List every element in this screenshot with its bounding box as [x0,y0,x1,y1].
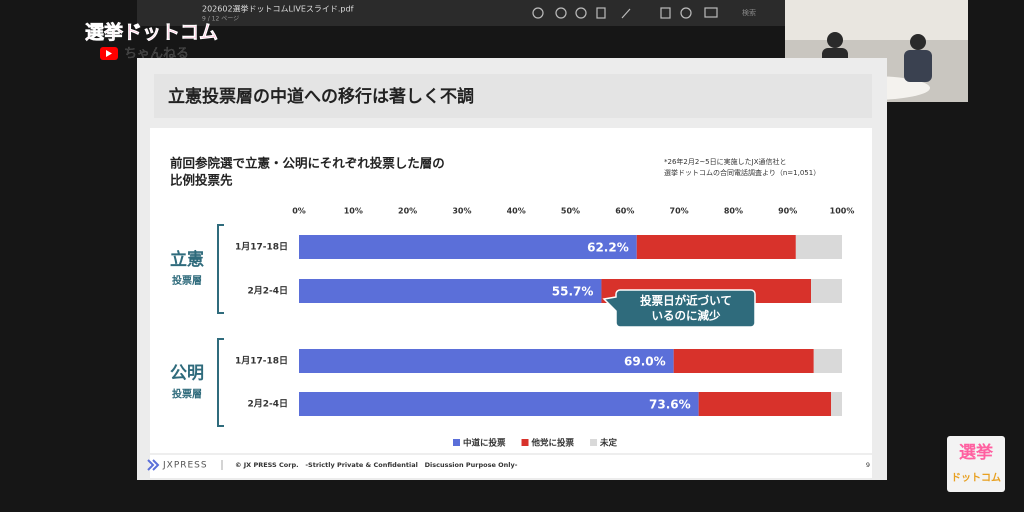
camera-person [910,34,926,50]
bar-segment [813,349,842,373]
bar-segment [795,235,842,259]
file-name: 202602選挙ドットコムLIVEスライド.pdf [202,4,354,14]
group-bracket [217,224,224,314]
bar-segment [299,235,637,259]
corner-logo [947,436,1005,492]
legend-label: 未定 [599,438,618,449]
y-tick-label: 2月2-4日 [247,399,288,410]
legend-label: 中道に投票 [463,438,506,449]
channel-sub: ちゃんねる [124,47,189,62]
camera-person [827,32,843,48]
value-label: 55.7% [552,285,594,299]
x-tick-label: 40% [507,207,526,216]
value-label: 62.2% [587,241,629,255]
pdf-toolbar [137,0,787,26]
bar-segment [299,392,699,416]
camera-wall [785,0,968,40]
chart-note: 選挙ドットコムの合同電話調査より（n=1,051） [664,168,820,177]
value-label: 69.0% [624,355,666,369]
bar-segment [811,279,842,303]
slide-heading: 立憲投票層の中道への移行は著しく不調 [168,86,474,107]
footer-logo-mark [147,459,160,471]
chart-note: *26年2月2~5日に実施したJX通信社と [664,157,787,166]
bar-segment [636,235,796,259]
legend-swatch [521,439,529,446]
group-name: 立憲 [170,249,204,270]
footer-text: © JX PRESS Corp. -Strictly Private & Con… [235,461,518,469]
x-tick-label: 50% [561,207,580,216]
youtube-play [106,50,112,57]
x-tick-label: 10% [344,207,363,216]
bar-segment [299,349,674,373]
bar-segment [698,392,832,416]
search-box[interactable]: 検索 [742,8,756,17]
bar-segment [299,279,602,303]
camera-person [904,50,932,82]
annotation-text: 投票日が近づいて [640,294,732,308]
group-sub: 投票層 [172,388,202,401]
x-tick-label: 70% [670,207,689,216]
x-tick-label: 30% [452,207,471,216]
footer-brand: JXPRESS [162,461,208,471]
group-name: 公明 [170,364,204,384]
page-number: 9 [866,461,870,469]
group-sub: 投票層 [172,274,202,287]
bar-segment [673,349,814,373]
page-indicator: 9 / 12 ページ [202,16,239,23]
legend-swatch [453,439,460,446]
chart-title: 比例投票先 [170,173,233,188]
heading-accent [150,74,154,118]
annotation-text: いるのに減少 [652,309,721,323]
group-bracket [217,338,224,427]
x-tick-label: 60% [615,207,634,216]
legend-swatch [590,439,598,446]
value-label: 73.6% [649,398,691,412]
x-tick-label: 0% [292,207,306,216]
x-tick-label: 80% [724,207,743,216]
y-tick-label: 1月17-18日 [235,242,288,253]
x-tick-label: 100% [830,207,855,216]
channel-logo: 選挙ドットコム [85,21,218,44]
corner-logo-bottom: ドットコム [951,472,1001,484]
bar-segment [831,392,842,416]
corner-logo-top: 選挙 [959,442,994,463]
x-tick-label: 90% [778,207,797,216]
legend-label: 他党に投票 [531,438,575,449]
y-tick-label: 2月2-4日 [247,286,288,297]
toolbar-icons[interactable] [532,7,718,19]
annotation-box [602,289,756,328]
y-tick-label: 1月17-18日 [235,356,288,367]
chart-title: 前回参院選で立憲・公明にそれぞれ投票した層の [170,156,445,171]
slide-heading-bar [150,74,872,118]
x-tick-label: 20% [398,207,417,216]
